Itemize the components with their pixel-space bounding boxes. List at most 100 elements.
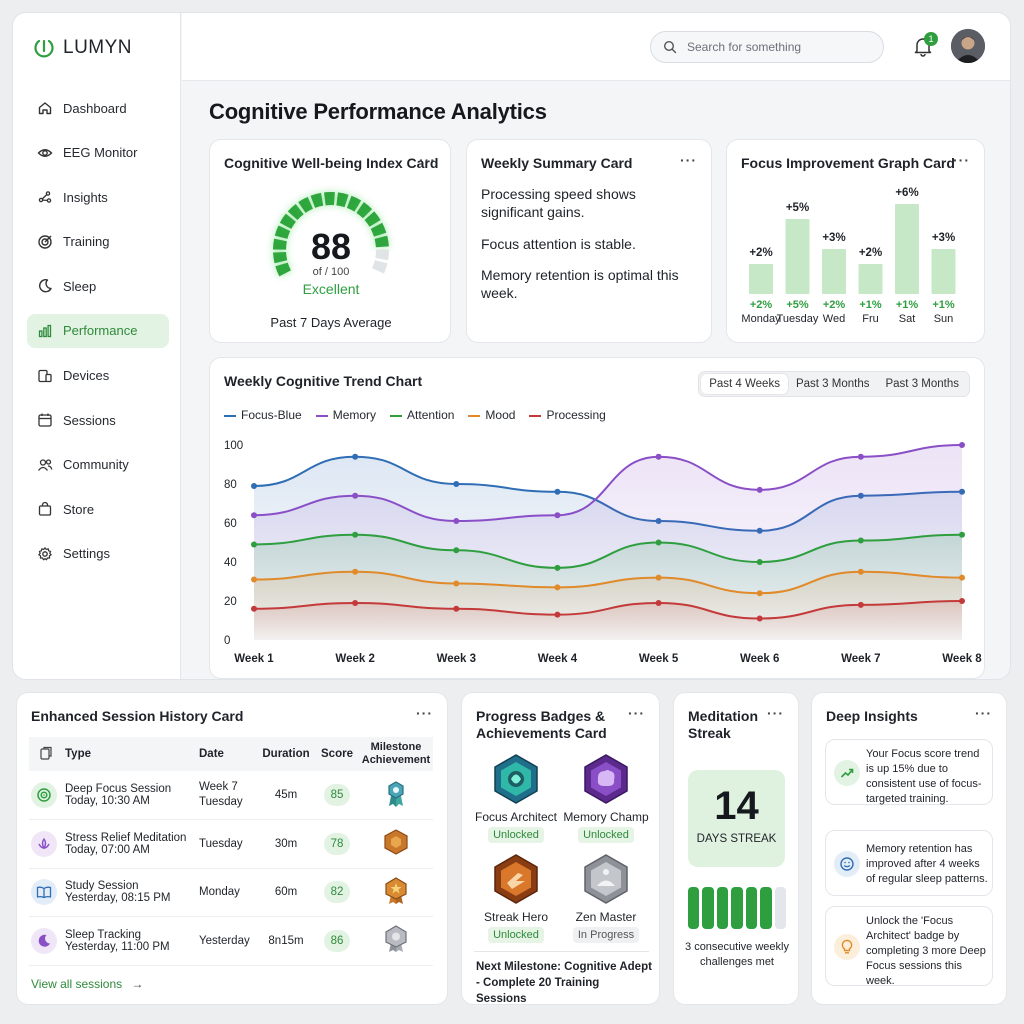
more-options-button[interactable]: ··· <box>419 152 436 168</box>
series-point <box>655 574 662 581</box>
focus-day-label: Fru <box>862 313 879 325</box>
ribbon-medal-icon <box>388 780 404 807</box>
focus-improvement-card: Focus Improvement Graph Card ··· +2% +2% M… <box>726 139 985 343</box>
sidebar-item-performance[interactable]: Performance <box>27 313 169 348</box>
table-row[interactable]: Sleep Tracking Yesterday, 11:00 PM Yester… <box>29 916 433 966</box>
users-icon <box>37 459 53 471</box>
y-tick-label: 60 <box>224 518 237 530</box>
focus-bar <box>931 249 956 294</box>
insight-item[interactable]: Unlock the 'Focus Architect' badge by co… <box>825 906 993 987</box>
column-header-date[interactable]: Date <box>199 737 257 771</box>
tab-past-4-weeks[interactable]: Past 4 Weeks <box>701 374 788 394</box>
sidebar-item-eeg-monitor[interactable]: EEG Monitor <box>27 136 169 170</box>
badge-status: Unlocked <box>578 827 634 843</box>
wellbeing-card: Cognitive Well-being Index Card ··· 88 o… <box>209 139 451 343</box>
streak-hero-badge-icon <box>494 854 538 904</box>
focus-bar <box>749 264 773 294</box>
session-name: Stress Relief Meditation <box>65 831 187 844</box>
user-photo-icon <box>951 29 985 63</box>
session-score: 85 <box>324 784 350 806</box>
series-point <box>453 580 460 587</box>
tab-past-3-months-alt[interactable]: Past 3 Months <box>885 378 959 390</box>
session-score: 82 <box>324 881 350 904</box>
legend-item[interactable]: Attention <box>390 408 454 422</box>
badge-zen-master[interactable]: Zen Master In Progress <box>560 853 652 943</box>
trend-line-chart: 100 80 60 40 20 0 Week 1 Week 2 Week 3 Week 4 Week… <box>224 440 982 665</box>
sidebar-item-insights[interactable]: Insights <box>27 180 169 214</box>
summary-line: Memory retention is optimal this week. <box>481 267 679 301</box>
sidebar-item-dashboard[interactable]: Dashboard <box>27 91 169 125</box>
user-avatar[interactable] <box>951 29 985 63</box>
sidebar-item-sleep[interactable]: Sleep <box>27 269 169 303</box>
legend-item[interactable]: Processing <box>529 408 606 422</box>
search-input[interactable] <box>687 40 867 54</box>
streak-bar <box>760 887 772 929</box>
series-point <box>554 564 561 571</box>
focus-bar <box>895 204 919 294</box>
legend-item[interactable]: Mood <box>468 408 515 422</box>
more-options-button[interactable]: ··· <box>680 152 697 168</box>
legend-item[interactable]: Focus-Blue <box>224 408 302 422</box>
column-header-type[interactable]: Type <box>65 737 199 771</box>
series-point <box>352 492 359 499</box>
gauge-segment <box>364 211 381 227</box>
sidebar-item-devices[interactable]: Devices <box>27 359 169 393</box>
gauge-segment <box>275 262 291 277</box>
more-options-button[interactable]: ··· <box>416 705 433 721</box>
column-header-score[interactable]: Score <box>315 737 359 771</box>
legend-item[interactable]: Memory <box>315 408 376 422</box>
moon-icon <box>31 927 57 954</box>
badge-memory-champ[interactable]: Memory Champ Unlocked <box>560 753 652 843</box>
series-point <box>453 518 460 525</box>
table-row[interactable]: Deep Focus Session Today, 10:30 AM Week 7… <box>29 771 433 820</box>
gauge-segment <box>372 260 388 274</box>
legend-label: Attention <box>407 408 455 422</box>
sidebar-item-settings[interactable]: Settings <box>27 537 169 571</box>
more-options-button[interactable]: ··· <box>953 152 970 168</box>
sidebar-item-training[interactable]: Training <box>27 225 169 259</box>
insight-item[interactable]: Your Focus score trend is up 15% due to … <box>825 739 993 805</box>
view-all-label: View all sessions <box>31 977 123 991</box>
tab-past-3-months[interactable]: Past 3 Months <box>795 378 870 390</box>
y-tick-label: 40 <box>224 557 237 569</box>
summary-line: Focus attention is stable. <box>481 236 636 252</box>
next-milestone-text: Next Milestone: Cognitive Adept - Comple… <box>476 961 652 1005</box>
more-options-button[interactable]: ··· <box>975 705 992 721</box>
deep-insights-card: Deep Insights ··· Your Focus score trend… <box>811 692 1007 1005</box>
gauge-segment <box>310 192 324 208</box>
sidebar-item-sessions[interactable]: Sessions <box>27 403 169 437</box>
badge-focus-architect[interactable]: Focus Architect Unlocked <box>470 753 562 843</box>
session-score: 78 <box>324 832 350 855</box>
column-header-duration[interactable]: Duration <box>257 737 315 771</box>
series-point <box>857 537 864 544</box>
brand-logo[interactable]: LUMYN <box>33 37 132 59</box>
lightbulb-icon <box>834 934 860 960</box>
focus-day-label: Sat <box>899 313 916 325</box>
card-title: Cognitive Well-being Index Card <box>224 155 439 171</box>
focus-bar <box>858 264 883 294</box>
series-point <box>959 598 965 604</box>
column-header-milestone[interactable]: Milestone Achievement <box>359 737 433 771</box>
card-title: Focus Improvement Graph Card <box>741 155 955 171</box>
insight-item[interactable]: Memory retention has improved after 4 we… <box>825 830 993 896</box>
session-time: Today, 07:00 AM <box>65 843 150 856</box>
more-options-button[interactable]: ··· <box>767 705 784 721</box>
card-title: Enhanced Session History Card <box>31 708 244 724</box>
series-point <box>251 512 257 519</box>
badge-streak-hero[interactable]: Streak Hero Unlocked <box>470 853 562 943</box>
sidebar-item-community[interactable]: Community <box>27 448 169 482</box>
sidebar: LUMYN Dashboard EEG Monitor Insights Tra… <box>13 13 181 679</box>
weekly-trend-card: Weekly Cognitive Trend Chart Past 4 Week… <box>209 357 985 679</box>
view-all-sessions-link[interactable]: View all sessions → <box>31 977 144 991</box>
more-options-button[interactable]: ··· <box>628 705 645 721</box>
series-point <box>554 488 561 495</box>
session-date: Week 7 Tuesday <box>199 781 243 808</box>
bar-chart-icon <box>38 324 52 338</box>
sidebar-item-store[interactable]: Store <box>27 492 169 526</box>
x-tick-label: Week 2 <box>335 653 374 665</box>
search-box[interactable] <box>650 31 884 63</box>
table-row[interactable]: Study Session Yesterday, 08:15 PM Monday … <box>29 868 433 917</box>
table-row[interactable]: Stress Relief Meditation Today, 07:00 AM … <box>29 819 433 869</box>
badge-name: Focus Architect <box>474 810 558 824</box>
wellbeing-score: 88 <box>310 226 352 267</box>
